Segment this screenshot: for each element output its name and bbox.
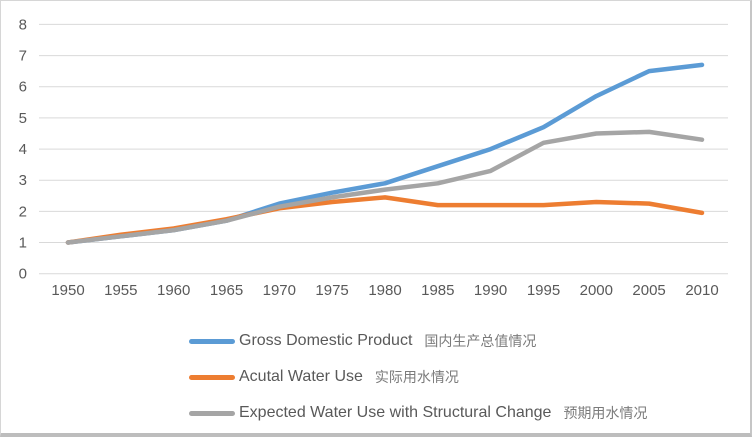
x-axis-tick-label: 2010: [685, 282, 718, 299]
x-axis-tick-label: 2000: [580, 282, 613, 299]
y-axis-tick-label: 4: [19, 141, 27, 158]
legend-item-actual-water-use: Acutal Water Use 实际用水情况: [189, 359, 647, 395]
legend-item-expected-water-use: Expected Water Use with Structural Chang…: [189, 395, 647, 431]
x-axis-tick-label: 1985: [421, 282, 454, 299]
x-axis-tick-label: 1970: [263, 282, 296, 299]
y-axis-tick-label: 5: [19, 110, 27, 127]
legend-label-zh: 实际用水情况: [374, 369, 459, 385]
y-axis-tick-label: 1: [19, 235, 27, 252]
legend-label-zh: 国内生产总值情况: [424, 333, 537, 349]
gross-domestic-product-line: [65, 62, 705, 245]
legend-item-gross-domestic-product: Gross Domestic Product 国内生产总值情况: [189, 323, 647, 359]
legend-label-en: Acutal Water Use: [239, 368, 363, 385]
x-axis-tick-label: 1980: [368, 282, 401, 299]
y-axis-tick-label: 2: [19, 203, 27, 220]
gdp-line-marker-icon: [189, 338, 235, 344]
x-axis-tick-label: 1955: [104, 282, 137, 299]
y-axis-tick-label: 7: [19, 48, 27, 65]
line-chart-plot-area: 0 1 2 3 4 5 6 7 8 1950 1955 1960 1965 1970 1975 1980 198…: [19, 16, 728, 299]
y-axis-tick-label: 0: [19, 266, 27, 283]
expected-water-use-structural-change-line: [65, 129, 705, 245]
x-axis-tick-label: 1990: [474, 282, 507, 299]
x-axis-tick-label: 1975: [315, 282, 348, 299]
x-axis-tick-label: 1950: [51, 282, 84, 299]
x-axis-tick-label: 2005: [632, 282, 665, 299]
expected-water-use-line-marker-icon: [189, 410, 235, 416]
legend-label-en: Expected Water Use with Structural Chang…: [239, 404, 552, 421]
x-axis-tick-label: 1995: [527, 282, 560, 299]
actual-water-use-line-marker-icon: [189, 374, 235, 380]
y-axis-tick-label: 6: [19, 79, 27, 96]
x-axis-tick-label: 1960: [157, 282, 190, 299]
y-axis-tick-label: 8: [19, 16, 27, 33]
legend-label-en: Gross Domestic Product: [239, 332, 413, 349]
actual-water-use-line: [65, 195, 705, 245]
y-axis-tick-label: 3: [19, 172, 27, 189]
x-axis-tick-label: 1965: [210, 282, 243, 299]
legend-label-zh: 预期用水情况: [563, 405, 648, 421]
legend: Gross Domestic Product 国内生产总值情况 Acutal W…: [189, 323, 647, 431]
